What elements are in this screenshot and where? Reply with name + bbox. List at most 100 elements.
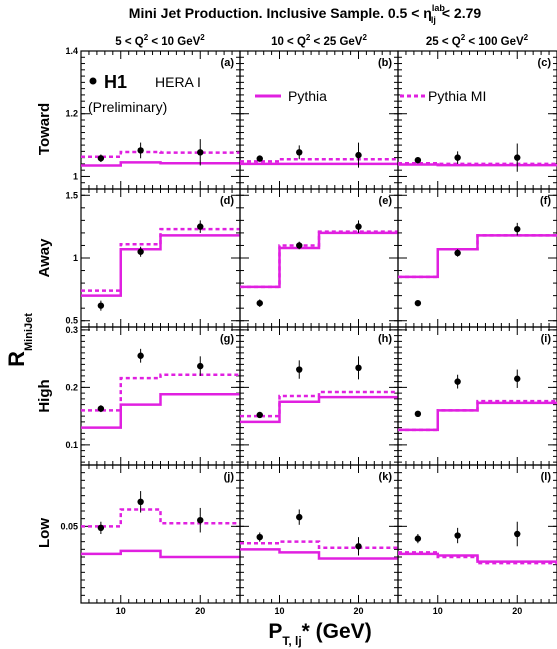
data-point	[296, 366, 303, 373]
series-pythia-mi	[240, 390, 398, 418]
figure-title: Mini Jet Production. Inclusive Sample. 0…	[129, 3, 482, 25]
panel-k: 10 20 (k)	[239, 464, 399, 616]
series-pythia-mi	[398, 162, 557, 166]
legend-pythia-mi-label: Pythia MI	[428, 88, 486, 104]
column-header-pre: 5 < Q	[115, 36, 144, 48]
x-axis-title-tail: * (GeV)	[302, 620, 372, 643]
series-pythia	[398, 163, 557, 167]
panel-tag: (j)	[224, 471, 235, 483]
panel-frame	[239, 188, 399, 328]
column-headers: 5 < Q2 < 10 GeV2 10 < Q2 < 25 GeV2 25 < …	[115, 33, 528, 48]
data-point	[454, 532, 461, 539]
data-point	[414, 299, 422, 307]
column-header-sup: 2	[144, 33, 149, 42]
data-point	[355, 364, 362, 372]
column-header-sup2: 2	[200, 33, 205, 42]
legend: H1 HERA I (Preliminary) Pythia Pythia MI	[88, 72, 486, 115]
data-point	[97, 405, 105, 412]
panel-tag: (f)	[540, 195, 551, 207]
series-pythia-mi	[240, 540, 398, 550]
y-tick-label: 0.2	[65, 382, 78, 392]
data-point	[97, 155, 105, 162]
data-point	[197, 223, 204, 230]
figure-title-sup: lab	[432, 3, 446, 13]
data-point	[414, 410, 422, 418]
column-header-pre: 10 < Q	[271, 36, 306, 48]
series-pythia	[398, 552, 557, 563]
panel-tag: (k)	[379, 471, 393, 483]
y-tick-label: 0.1	[65, 440, 78, 450]
y-tick-label: 1.5	[65, 190, 78, 200]
x-tick-label: 10	[433, 606, 443, 616]
data-point	[355, 543, 362, 550]
panel-tag: (i)	[541, 333, 552, 345]
series-pythia	[81, 549, 240, 559]
y-axis-title-text: RMiniJet	[4, 313, 35, 367]
panel-h: (h)	[239, 326, 399, 466]
column-header: 10 < Q2 < 25 GeV2	[271, 33, 367, 48]
panel-tag: (e)	[379, 195, 393, 207]
panel-a: 1 1.2 1.4 (a)	[65, 46, 241, 190]
series-pythia-mi	[81, 373, 240, 412]
panel-frame	[80, 464, 241, 604]
series-pythia	[398, 401, 557, 432]
legend-data-marker	[89, 77, 97, 85]
column-header-post: < 10 GeV	[148, 36, 200, 48]
x-axis-title-sub: T, lj	[282, 634, 301, 648]
panel-frame	[397, 188, 557, 328]
data-point	[137, 498, 144, 505]
figure-title-sub: lj	[431, 15, 436, 25]
data-point	[197, 149, 204, 156]
data-point	[137, 352, 144, 359]
y-tick-label: 1	[73, 253, 78, 263]
series-pythia	[240, 548, 398, 560]
panel-i: (i)	[397, 326, 557, 466]
data-point	[355, 151, 362, 159]
figure-title-tail: < 2.79	[442, 5, 482, 21]
panels: 11.21.4(a) (b) (c)0.511.5 (d) (e) (f)0.10.20.…	[60, 46, 557, 616]
panel-tag: (c)	[538, 57, 552, 69]
series-pythia-mi	[398, 551, 557, 565]
legend-experiment: HERA I	[155, 74, 201, 90]
column-header-post: < 25 GeV	[310, 36, 362, 48]
row-labels: Toward Away High Low	[36, 103, 53, 548]
panel-frame	[397, 464, 557, 604]
x-tick-label: 10	[116, 606, 126, 616]
y-axis-title-sub: MiniJet	[23, 313, 35, 351]
x-tick-label: 20	[512, 606, 522, 616]
panel-tag: (d)	[220, 195, 234, 207]
data-point	[256, 533, 263, 541]
panel-frame	[397, 50, 557, 190]
data-point	[355, 223, 362, 230]
column-header: 5 < Q2 < 10 GeV2	[115, 33, 205, 48]
y-axis-title: RMiniJet	[4, 313, 35, 367]
series-pythia	[240, 395, 398, 424]
row-label-toward: Toward	[36, 103, 53, 155]
column-header-post: < 100 GeV	[465, 36, 524, 48]
x-tick-label: 10	[274, 606, 284, 616]
series-pythia-mi	[81, 150, 240, 158]
data-point	[256, 411, 263, 419]
series-pythia	[81, 234, 240, 297]
panel-frame	[239, 50, 399, 190]
series-pythia-mi	[81, 227, 240, 292]
panel-frame	[80, 188, 241, 328]
y-axis-title-main: R	[4, 351, 29, 367]
row-label-low: Low	[36, 518, 53, 548]
data-point	[514, 375, 521, 382]
series-pythia	[398, 234, 557, 279]
series-pythia-mi	[240, 157, 398, 163]
series-pythia-mi	[81, 508, 240, 528]
y-tick-label: 0.05	[60, 521, 78, 531]
data-point	[296, 149, 303, 156]
data-point	[197, 517, 204, 524]
x-axis-title: PT, lj* (GeV)	[268, 620, 371, 648]
y-tick-label: 0.3	[65, 325, 78, 335]
data-point	[137, 147, 144, 154]
column-header-pre: 25 < Q	[426, 36, 461, 48]
panel-frame	[239, 464, 399, 604]
panel-b: (b)	[239, 50, 399, 190]
column-header-sup2: 2	[362, 33, 367, 42]
panel-tag: (h)	[378, 333, 392, 345]
